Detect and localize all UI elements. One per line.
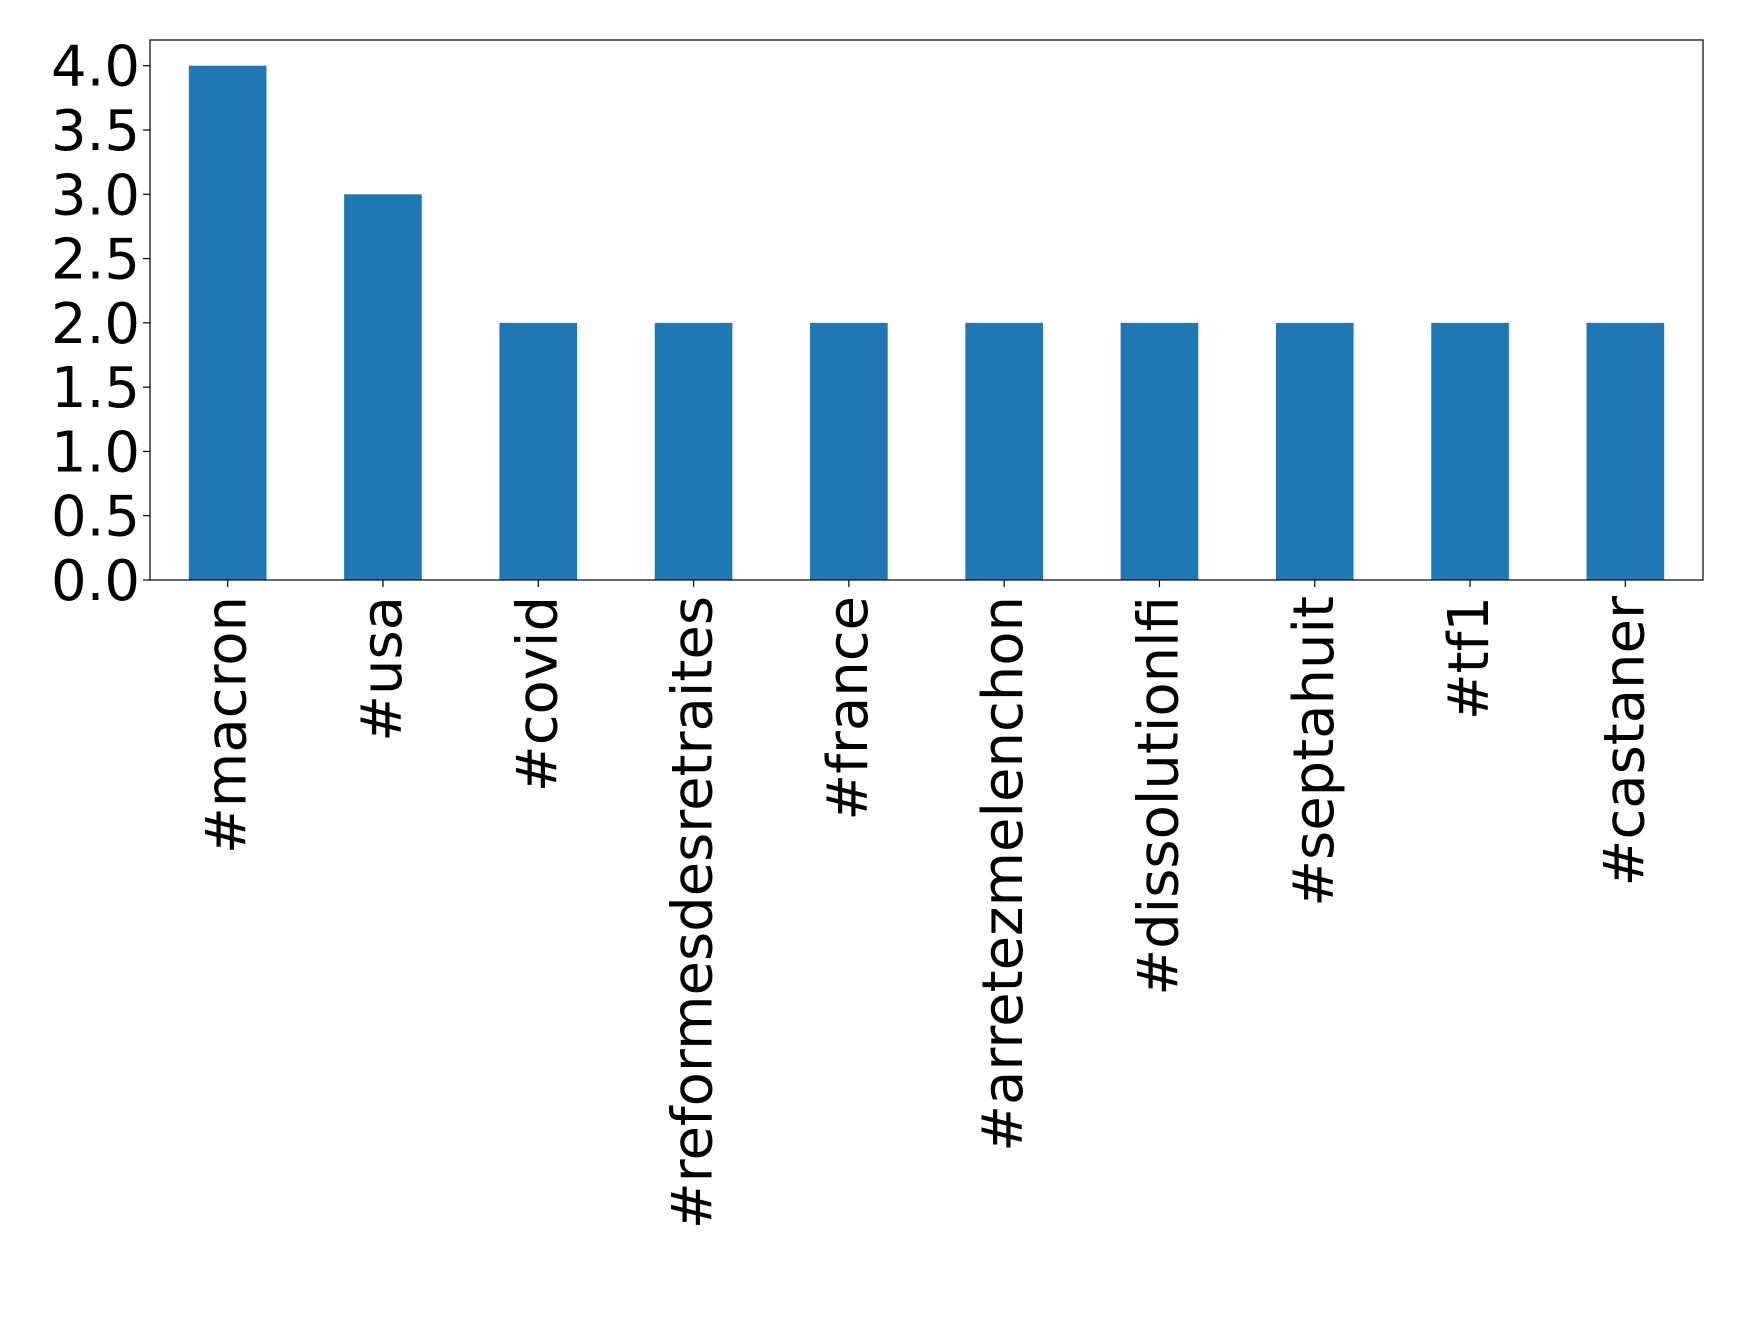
y-tick-label-8: 4.0 [51, 35, 140, 100]
x-tick-label-0: #macron [195, 596, 260, 854]
y-tick-label-6: 3.0 [51, 163, 140, 228]
x-tick-label-4: #france [816, 596, 881, 821]
y-tick-label-4: 2.0 [51, 292, 140, 357]
y-tick-label-3: 1.5 [51, 356, 140, 421]
bar-5 [965, 322, 1043, 580]
y-tick-label-5: 2.5 [51, 228, 140, 293]
x-tick-label-5: #arretezmelenchon [971, 596, 1036, 1152]
bar-9 [1586, 322, 1665, 580]
y-tick-label-7: 3.5 [51, 99, 140, 164]
x-tick-label-1: #usa [350, 596, 415, 742]
bars-group [188, 65, 1665, 581]
y-tick-label-2: 1.0 [51, 420, 140, 485]
bar-7 [1275, 322, 1354, 580]
x-tick-label-8: #tf1 [1437, 596, 1502, 720]
x-axis: #macron #usa #covid #reformesdesretraites #f… [195, 580, 1657, 1229]
bar-3 [654, 322, 733, 580]
bar-1 [344, 194, 422, 581]
x-tick-label-6: #dissolutionlfi [1126, 596, 1191, 996]
y-tick-label-0: 0.0 [51, 549, 140, 614]
bar-0 [188, 65, 267, 580]
x-tick-label-7: #septahuit [1282, 596, 1347, 907]
x-tick-label-3: #reformesdesretraites [661, 596, 726, 1229]
y-axis: 0.00.51.01.52.02.53.03.54.0 [51, 35, 150, 614]
bar-2 [499, 322, 578, 580]
y-tick-label-1: 0.5 [51, 485, 140, 550]
x-tick-label-2: #covid [505, 596, 570, 792]
bar-8 [1431, 322, 1509, 580]
x-tick-label-9: #castaner [1592, 595, 1657, 886]
bar-4 [810, 322, 888, 580]
plot-area-frame [149, 39, 1704, 581]
bar-6 [1120, 322, 1199, 580]
